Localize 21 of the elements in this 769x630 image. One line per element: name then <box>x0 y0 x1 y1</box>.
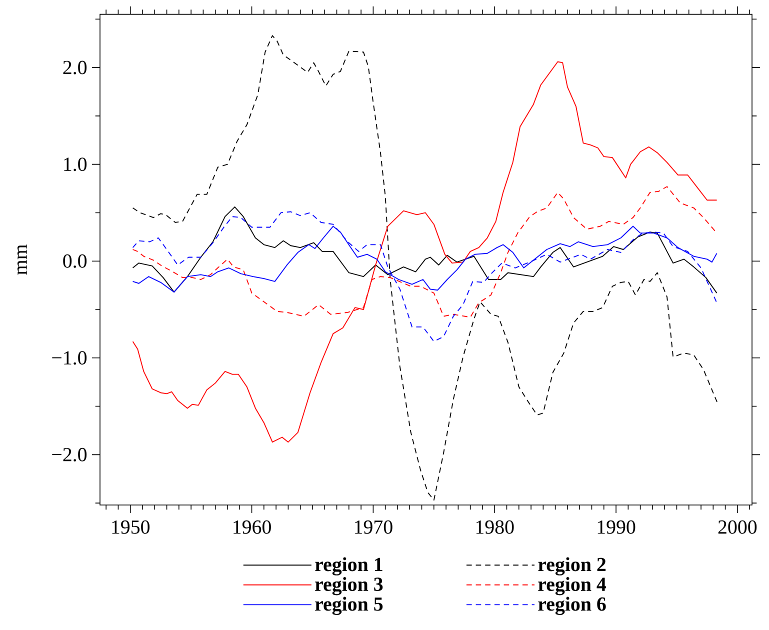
y-tick-label: −1.0 <box>52 351 87 365</box>
y-axis-title: mm <box>17 244 27 275</box>
line-series <box>132 61 718 443</box>
legend-label: region 3 <box>315 577 383 596</box>
legend-label: region 1 <box>315 557 382 576</box>
line-series <box>132 211 718 342</box>
x-tick-label: 1960 <box>234 520 271 534</box>
x-tick-label: 2000 <box>718 520 757 534</box>
x-tick-label: 1980 <box>476 520 514 534</box>
x-tick-label: 1950 <box>112 520 150 534</box>
legend-label: region 4 <box>538 577 606 596</box>
y-tick-label: −2.0 <box>52 448 87 462</box>
legend-label: region 2 <box>538 557 606 576</box>
x-tick-label: 1990 <box>598 520 636 534</box>
legend-label: region 5 <box>315 596 383 616</box>
legend-label: region 6 <box>538 596 606 616</box>
x-tick-label: 1970 <box>355 520 392 534</box>
y-tick-label: 0.0 <box>63 254 87 268</box>
line-series <box>132 35 718 501</box>
y-tick-label: 2.0 <box>63 60 87 74</box>
y-tick-label: 1.0 <box>64 158 87 172</box>
